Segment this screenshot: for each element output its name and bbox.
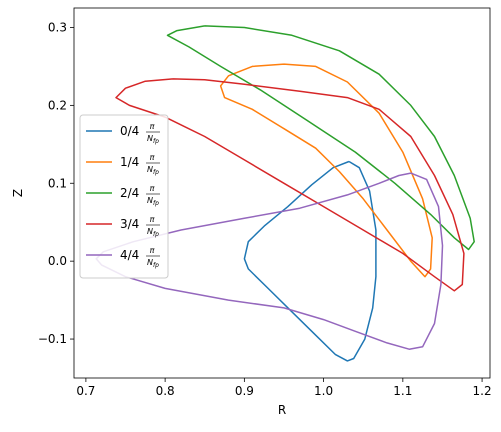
y-tick-label: 0.2 xyxy=(48,98,67,112)
legend-frac-sub: fp xyxy=(153,262,159,269)
legend-label-prefix: 3/4 xyxy=(120,217,139,231)
legend-label-prefix: 0/4 xyxy=(120,124,139,138)
series-line-0 xyxy=(243,160,377,362)
y-tick-label: 0.1 xyxy=(48,176,67,190)
legend-frac-den: N xyxy=(147,196,153,205)
series-line-1 xyxy=(219,63,433,278)
legend-frac-num: π xyxy=(150,122,155,131)
series-line-3 xyxy=(115,78,465,292)
y-tick-label: −0.1 xyxy=(38,332,67,346)
x-axis-ticks: 0.7 0.8 0.9 1.0 1.1 1.2 xyxy=(76,378,492,398)
legend-label-prefix: 4/4 xyxy=(120,248,139,262)
axes-frame xyxy=(73,7,491,379)
series-line-2 xyxy=(166,25,475,251)
legend-frac-sub: fp xyxy=(153,231,159,238)
legend-frac-num: π xyxy=(150,153,155,162)
legend-frac-num: π xyxy=(150,184,155,193)
x-tick-label: 1.0 xyxy=(314,384,333,398)
legend-frac-den: N xyxy=(147,134,153,143)
y-axis-ticks: −0.1 0.0 0.1 0.2 0.3 xyxy=(38,20,74,346)
y-tick-label: 0.3 xyxy=(48,20,67,34)
x-tick-label: 0.8 xyxy=(156,384,175,398)
legend-frac-den: N xyxy=(147,258,153,267)
legend-entry: 3/4 πN fp xyxy=(86,215,160,238)
series-line-4 xyxy=(95,172,444,350)
legend-entry: 1/4 πN fp xyxy=(86,153,160,176)
legend-frac-num: π xyxy=(150,246,155,255)
y-axis-label: Z xyxy=(11,189,25,197)
legend-entry: 4/4 πN fp xyxy=(86,246,160,269)
legend-label-prefix: 1/4 xyxy=(120,155,139,169)
legend-frac-sub: fp xyxy=(153,200,159,207)
legend-entry: 0/4 πN fp xyxy=(86,122,160,145)
legend-frac-den: N xyxy=(147,227,153,236)
legend-box xyxy=(79,114,169,279)
x-tick-label: 0.7 xyxy=(76,384,95,398)
legend-label-prefix: 2/4 xyxy=(120,186,139,200)
legend: 0/4 πN fp1/4 πN fp2/4 πN fp3/4 πN fp4/4 πN fp xyxy=(79,114,169,279)
y-tick-label: 0.0 xyxy=(48,254,67,268)
legend-frac-sub: fp xyxy=(153,169,159,176)
legend-frac-den: N xyxy=(147,165,153,174)
plot-area xyxy=(95,25,475,362)
x-tick-label: 1.2 xyxy=(473,384,492,398)
legend-frac-num: π xyxy=(150,215,155,224)
legend-entry: 2/4 πN fp xyxy=(86,184,160,207)
x-tick-label: 1.1 xyxy=(393,384,412,398)
legend-frac-sub: fp xyxy=(153,138,159,145)
x-axis-label: R xyxy=(278,403,286,417)
x-tick-label: 0.9 xyxy=(235,384,254,398)
